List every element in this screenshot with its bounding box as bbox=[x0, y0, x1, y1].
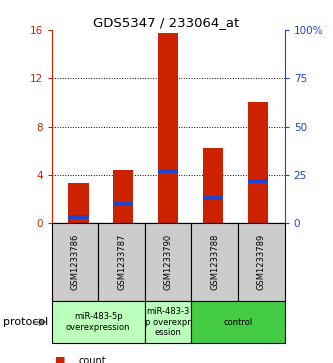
Bar bbox=[113, 202, 134, 206]
Bar bbox=[248, 102, 268, 223]
Text: protocol: protocol bbox=[3, 317, 49, 327]
Bar bbox=[113, 170, 134, 223]
Text: ■: ■ bbox=[55, 356, 66, 363]
Bar bbox=[158, 33, 178, 223]
Bar bbox=[203, 196, 223, 200]
Text: miR-483-3
p overexpr
ession: miR-483-3 p overexpr ession bbox=[145, 307, 191, 337]
Text: GSM1233790: GSM1233790 bbox=[164, 234, 173, 290]
Text: GSM1233786: GSM1233786 bbox=[70, 234, 80, 290]
Text: GSM1233787: GSM1233787 bbox=[117, 234, 126, 290]
Bar bbox=[248, 179, 268, 183]
Bar bbox=[68, 183, 89, 223]
Text: miR-483-5p
overexpression: miR-483-5p overexpression bbox=[66, 313, 131, 332]
Bar bbox=[203, 148, 223, 223]
Text: count: count bbox=[78, 356, 106, 363]
Bar bbox=[68, 215, 89, 219]
Text: GDS5347 / 233064_at: GDS5347 / 233064_at bbox=[93, 16, 240, 29]
Text: GSM1233788: GSM1233788 bbox=[210, 234, 219, 290]
Text: control: control bbox=[223, 318, 253, 327]
Text: GSM1233789: GSM1233789 bbox=[257, 234, 266, 290]
Bar bbox=[158, 169, 178, 174]
